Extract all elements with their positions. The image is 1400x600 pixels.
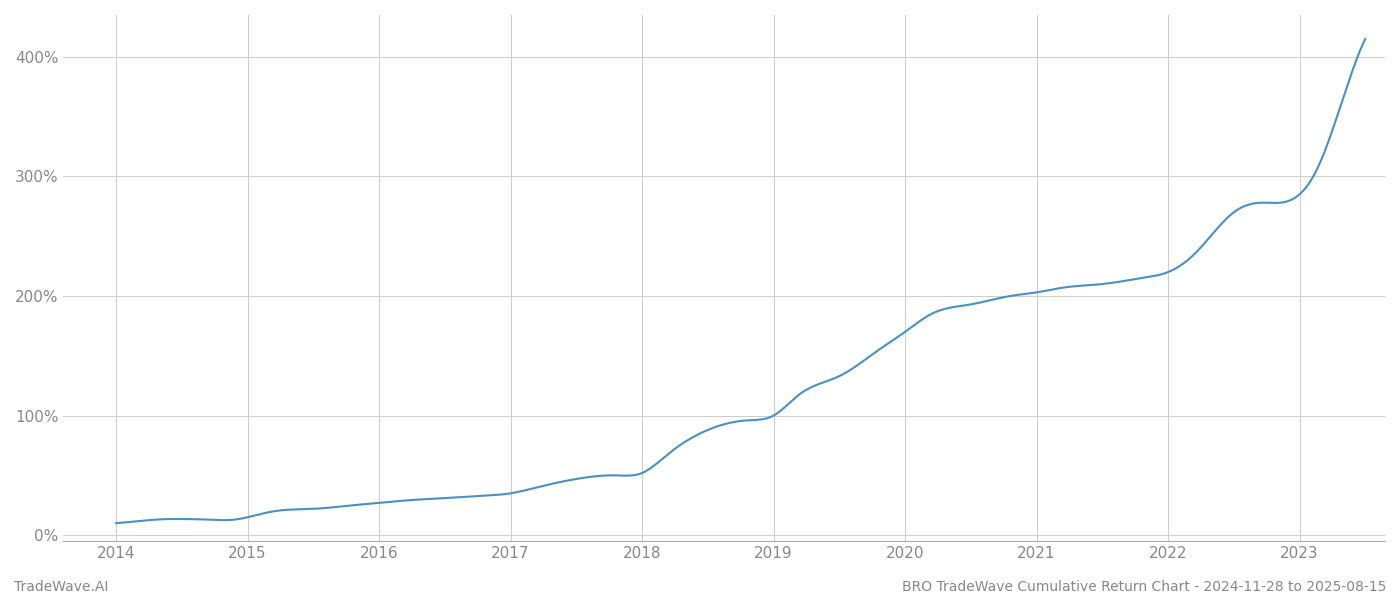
Text: BRO TradeWave Cumulative Return Chart - 2024-11-28 to 2025-08-15: BRO TradeWave Cumulative Return Chart - … [902, 580, 1386, 594]
Text: TradeWave.AI: TradeWave.AI [14, 580, 108, 594]
